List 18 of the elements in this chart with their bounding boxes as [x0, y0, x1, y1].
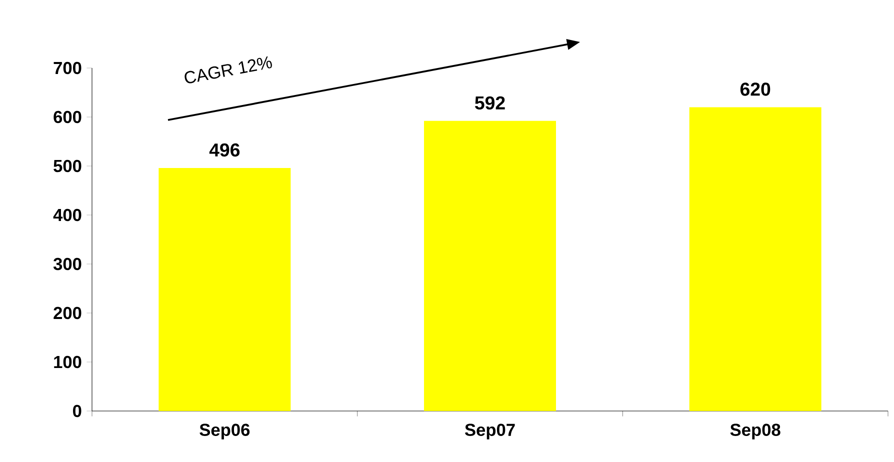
- y-tick-label: 600: [54, 110, 82, 124]
- y-tick-label: 700: [54, 62, 82, 74]
- data-label: 592: [474, 96, 505, 110]
- bar: [158, 168, 291, 411]
- data-label: 620: [740, 82, 770, 96]
- y-tick-label: 100: [54, 356, 82, 368]
- bar: [424, 120, 556, 411]
- x-tick-label: Sep07: [464, 424, 515, 440]
- bar: [689, 107, 822, 411]
- x-tick-label: Sep06: [200, 424, 250, 440]
- annotation: CAGR 12%: [184, 56, 272, 84]
- y-tick-label: 400: [53, 208, 82, 222]
- data-label: 496: [209, 143, 240, 157]
- y-tick-label: 0: [73, 404, 82, 418]
- x-tick-label: Sep08: [730, 424, 780, 440]
- y-tick-label: 500: [54, 160, 82, 172]
- y-tick-label: 200: [54, 306, 82, 320]
- y-tick-label: 300: [53, 258, 82, 270]
